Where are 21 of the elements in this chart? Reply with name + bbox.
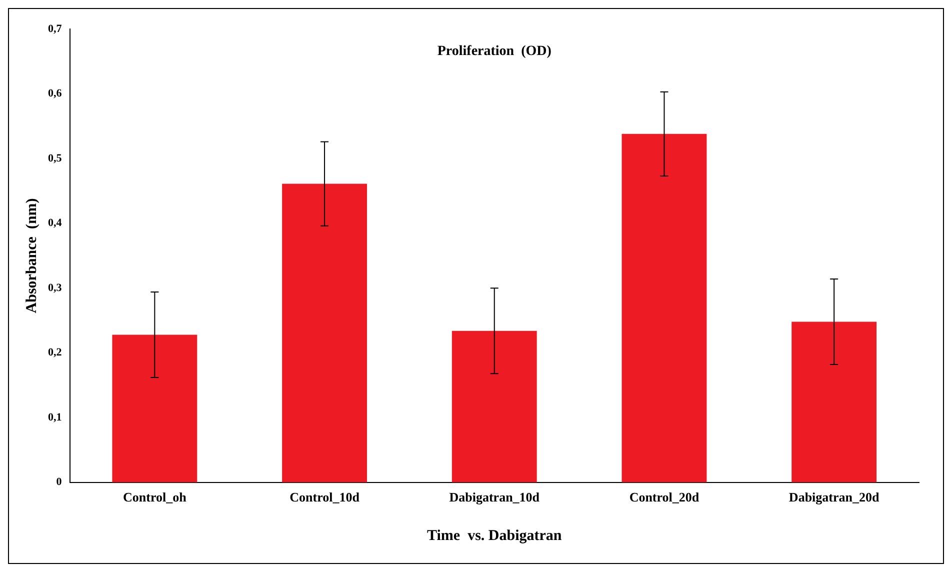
y-tick-label: 0,4 (48, 217, 62, 230)
x-tick-label: Control_10d (290, 490, 360, 505)
x-axis-title: Time vs. Dabigatran (427, 528, 562, 544)
x-tick-label: Dabigatran_10d (449, 490, 540, 505)
y-tick-label: 0,6 (48, 88, 62, 100)
bar (112, 334, 198, 482)
y-tick-label: 0,7 (48, 22, 62, 35)
bar (282, 184, 367, 482)
bar (792, 322, 877, 482)
bar (452, 330, 537, 482)
text: Proliferation (OD) (437, 44, 552, 59)
y-tick-label: 0,3 (48, 282, 62, 294)
y-tick-label: 0 (56, 476, 62, 488)
bar (622, 134, 707, 482)
y-tick-label: 0,1 (48, 411, 62, 424)
y-axis-title: Absorbance (nm) (24, 198, 40, 314)
y-tick-label: 0,5 (48, 152, 62, 164)
x-tick-label: Control_oh (123, 490, 188, 505)
y-tick-label: 0,2 (48, 346, 62, 359)
x-tick-label: Dabigatran_20d (788, 490, 880, 505)
x-tick-label: Control_20d (629, 490, 700, 505)
